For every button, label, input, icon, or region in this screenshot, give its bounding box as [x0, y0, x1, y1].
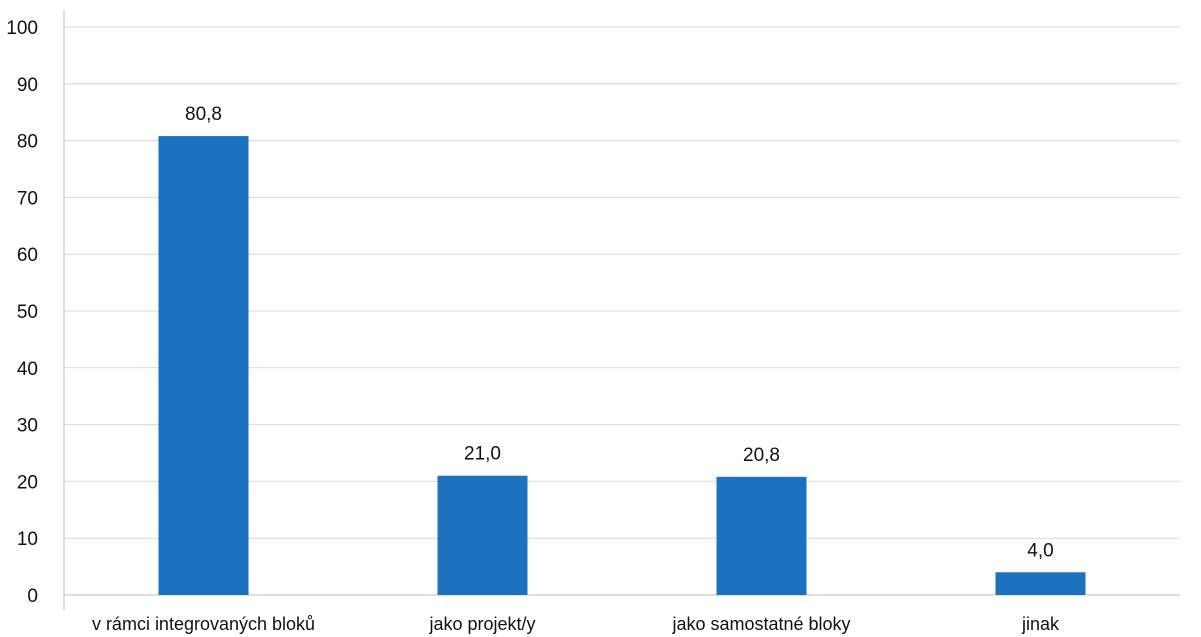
bar-value-label: 4,0: [1027, 540, 1053, 561]
x-category-label: v rámci integrovaných bloků: [92, 614, 315, 634]
x-axis-category-labels: v rámci integrovaných bloků jako projekt/…: [92, 614, 1060, 634]
gridlines: [64, 26, 1180, 539]
y-tick-label: 10: [17, 529, 38, 550]
bar-value-label: 80,8: [185, 104, 222, 125]
bars: [158, 136, 1086, 595]
bar: [995, 572, 1086, 595]
y-tick-label: 0: [27, 586, 38, 607]
bar: [437, 475, 528, 595]
axes: [63, 10, 1180, 610]
data-labels: 80,8 21,0 20,8 4,0: [185, 104, 1054, 561]
y-tick-label: 50: [17, 302, 38, 323]
x-category-label: jako projekt/y: [428, 614, 535, 634]
bar-value-label: 21,0: [464, 444, 501, 465]
y-tick-label: 20: [17, 472, 38, 493]
y-tick-label: 80: [17, 132, 38, 153]
y-tick-label: 40: [17, 359, 38, 380]
y-tick-label: 100: [6, 18, 38, 39]
y-tick-label: 30: [17, 416, 38, 437]
bar-value-label: 20,8: [743, 445, 780, 466]
y-tick-label: 90: [17, 75, 38, 96]
bar: [158, 136, 249, 595]
y-tick-label: 60: [17, 245, 38, 266]
x-category-label: jako samostatné bloky: [671, 614, 850, 634]
y-axis-tick-labels: 0 10 20 30 40 50 60 70 80 90 100: [6, 18, 38, 607]
bar: [716, 476, 807, 595]
y-tick-label: 70: [17, 188, 38, 209]
x-category-label: jinak: [1021, 614, 1060, 634]
